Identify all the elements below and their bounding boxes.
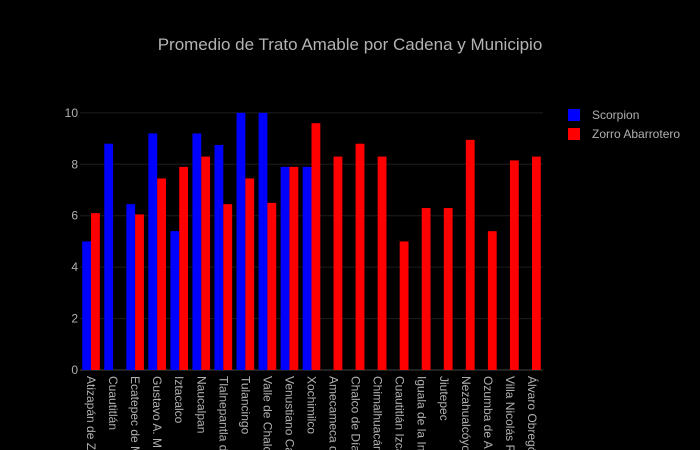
x-tick-label: Tulancingo [238, 376, 252, 435]
x-tick-label: Jiutepec [437, 376, 451, 421]
legend-swatch[interactable] [568, 128, 580, 140]
x-tick-label: Chalco de Día [349, 376, 363, 450]
x-tick-label: Xochimilco [305, 376, 319, 434]
x-tick-label: Iztacalco [172, 376, 186, 424]
x-axis-ticks: Atizapán de Z Cuautitlán Ecatepec de M Gust… [84, 376, 540, 450]
x-tick-label: Ecatepec de M [128, 376, 142, 450]
bar[interactable] [289, 166, 299, 370]
y-axis-ticks: 0 2 4 6 8 10 [65, 106, 79, 377]
bar[interactable] [355, 143, 365, 370]
bar[interactable] [157, 178, 166, 370]
bar[interactable] [170, 231, 180, 370]
legend[interactable]: Scorpion Zorro Abarrotero [568, 108, 680, 141]
bars-group [82, 112, 541, 371]
bar[interactable] [302, 166, 312, 370]
x-tick-label: Gustavo A. M [150, 376, 164, 448]
bar[interactable] [245, 178, 255, 370]
legend-label[interactable]: Zorro Abarrotero [592, 127, 680, 141]
bar[interactable] [91, 213, 100, 370]
x-tick-label: Amecameca d [327, 376, 341, 450]
bar[interactable] [333, 156, 343, 370]
bar[interactable] [531, 156, 541, 370]
x-tick-label: Chimalhuacán [371, 376, 385, 450]
bar[interactable] [179, 166, 189, 370]
bar[interactable] [280, 166, 290, 370]
bar[interactable] [236, 112, 246, 370]
bar[interactable] [421, 208, 431, 370]
bar[interactable] [509, 160, 519, 370]
bar[interactable] [399, 241, 409, 370]
bar[interactable] [126, 204, 136, 370]
bar[interactable] [148, 133, 158, 370]
y-tick-label: 4 [71, 260, 78, 274]
x-tick-label: Ozumba de A [481, 376, 495, 449]
x-tick-label: Álvaro Obregó [525, 376, 540, 450]
x-tick-label: Valle de Chalc [260, 376, 274, 450]
bar[interactable] [214, 145, 224, 370]
bar[interactable] [377, 156, 387, 370]
legend-label[interactable]: Scorpion [592, 108, 639, 122]
bar[interactable] [201, 156, 211, 370]
chart-title: Promedio de Trato Amable por Cadena y Mu… [158, 35, 543, 54]
x-tick-label: Nezahualcóyo [459, 376, 473, 450]
x-tick-label: Venustiano Ca [282, 376, 296, 450]
x-tick-label: Cuautitlán Izca [393, 376, 407, 450]
bar[interactable] [465, 139, 475, 370]
bar[interactable] [192, 133, 202, 370]
bar[interactable] [311, 123, 321, 371]
bar[interactable] [223, 204, 233, 370]
y-tick-label: 10 [65, 106, 79, 120]
y-tick-label: 0 [71, 363, 78, 377]
x-tick-label: Tlalnepantla d [216, 376, 230, 450]
x-tick-label: Cuautitlán [106, 376, 120, 430]
x-tick-label: Naucalpan [194, 376, 208, 433]
x-tick-label: Villa Nicolás R [503, 376, 517, 450]
x-tick-label: Iguala de la In [415, 376, 429, 450]
bar[interactable] [135, 214, 144, 370]
legend-swatch[interactable] [568, 109, 580, 121]
y-tick-label: 8 [71, 157, 78, 171]
bar[interactable] [258, 112, 268, 370]
bar[interactable] [104, 143, 114, 370]
bar[interactable] [443, 208, 453, 370]
bar[interactable] [487, 231, 497, 370]
bar[interactable] [267, 202, 277, 370]
y-tick-label: 2 [71, 312, 78, 326]
y-tick-label: 6 [71, 209, 78, 223]
bar[interactable] [82, 241, 92, 370]
x-tick-label: Atizapán de Z [84, 376, 98, 450]
